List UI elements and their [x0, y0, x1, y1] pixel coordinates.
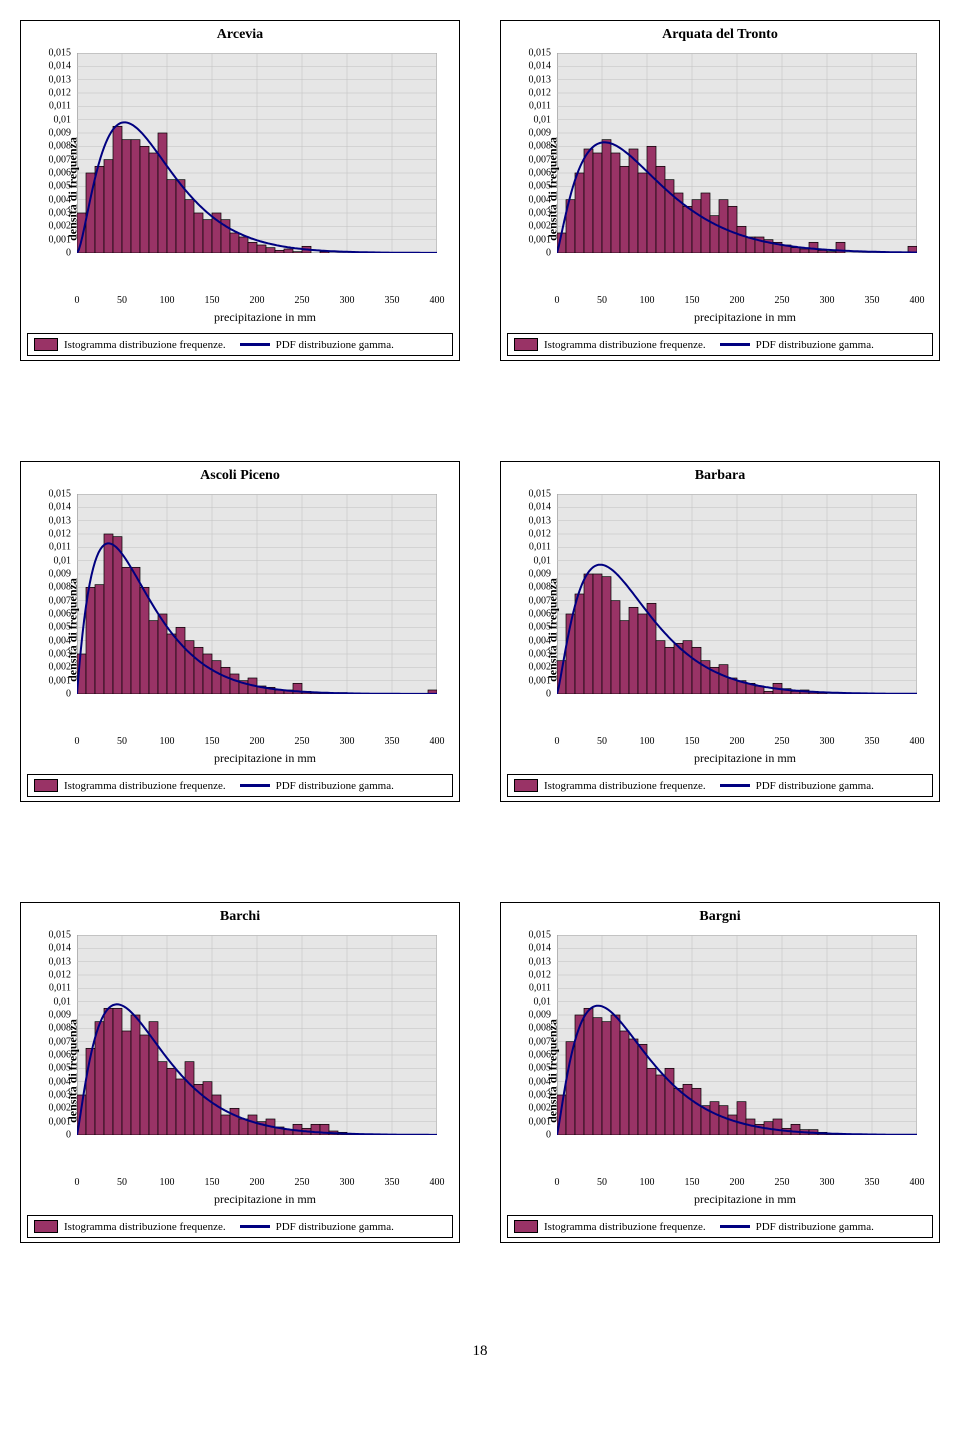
chart-plot [557, 935, 917, 1135]
legend-label-pdf: PDF distribuzione gamma. [276, 1221, 394, 1233]
chart-row: Arcevia densità di frequenza 00,0010,002… [20, 20, 940, 361]
chart-panel: Barchi densità di frequenza 00,0010,0020… [20, 902, 460, 1243]
legend-swatch-bar [514, 338, 538, 351]
legend-swatch-line [720, 343, 750, 346]
legend: Istogramma distribuzione frequenze. PDF … [507, 1215, 933, 1238]
y-tick-labels: 00,0010,0020,0030,0040,0050,0060,0070,00… [27, 935, 73, 1135]
legend-swatch-line [240, 1225, 270, 1228]
chart-plot [557, 53, 917, 253]
legend-label-histogram: Istogramma distribuzione frequenze. [64, 339, 226, 351]
legend-swatch-bar [34, 1220, 58, 1233]
chart-plot [77, 494, 437, 694]
chart-title: Bargni [507, 909, 933, 925]
y-tick-labels: 00,0010,0020,0030,0040,0050,0060,0070,00… [507, 53, 553, 253]
legend-swatch-line [720, 784, 750, 787]
chart-title: Ascoli Piceno [27, 468, 453, 484]
legend-swatch-line [240, 343, 270, 346]
chart-panel: Bargni densità di frequenza 00,0010,0020… [500, 902, 940, 1243]
legend-label-histogram: Istogramma distribuzione frequenze. [544, 780, 706, 792]
chart-title: Arquata del Tronto [507, 27, 933, 43]
x-axis-label: precipitazione in mm [557, 310, 933, 325]
y-tick-labels: 00,0010,0020,0030,0040,0050,0060,0070,00… [507, 935, 553, 1135]
x-tick-labels: 050100150200250300350400 [557, 1177, 917, 1191]
legend-label-pdf: PDF distribuzione gamma. [756, 1221, 874, 1233]
x-axis-label: precipitazione in mm [557, 751, 933, 766]
chart-row: Barchi densità di frequenza 00,0010,0020… [20, 902, 940, 1243]
y-tick-labels: 00,0010,0020,0030,0040,0050,0060,0070,00… [27, 494, 73, 694]
legend: Istogramma distribuzione frequenze. PDF … [27, 774, 453, 797]
legend-swatch-bar [34, 338, 58, 351]
legend-swatch-bar [514, 1220, 538, 1233]
y-tick-labels: 00,0010,0020,0030,0040,0050,0060,0070,00… [27, 53, 73, 253]
x-axis-label: precipitazione in mm [77, 1192, 453, 1207]
legend-label-histogram: Istogramma distribuzione frequenze. [64, 1221, 226, 1233]
legend: Istogramma distribuzione frequenze. PDF … [27, 333, 453, 356]
chart-plot [557, 494, 917, 694]
chart-panel: Barbara densità di frequenza 00,0010,002… [500, 461, 940, 802]
legend-label-pdf: PDF distribuzione gamma. [276, 780, 394, 792]
page-number: 18 [20, 1343, 940, 1360]
x-tick-labels: 050100150200250300350400 [77, 736, 437, 750]
chart-title: Arcevia [27, 27, 453, 43]
chart-title: Barbara [507, 468, 933, 484]
chart-title: Barchi [27, 909, 453, 925]
legend-label-pdf: PDF distribuzione gamma. [276, 339, 394, 351]
legend-label-pdf: PDF distribuzione gamma. [756, 780, 874, 792]
x-tick-labels: 050100150200250300350400 [77, 1177, 437, 1191]
legend-label-histogram: Istogramma distribuzione frequenze. [64, 780, 226, 792]
x-tick-labels: 050100150200250300350400 [77, 295, 437, 309]
chart-plot [77, 53, 437, 253]
legend-label-histogram: Istogramma distribuzione frequenze. [544, 1221, 706, 1233]
legend: Istogramma distribuzione frequenze. PDF … [27, 1215, 453, 1238]
chart-panel: Ascoli Piceno densità di frequenza 00,00… [20, 461, 460, 802]
legend-label-pdf: PDF distribuzione gamma. [756, 339, 874, 351]
x-axis-label: precipitazione in mm [557, 1192, 933, 1207]
legend: Istogramma distribuzione frequenze. PDF … [507, 774, 933, 797]
chart-plot [77, 935, 437, 1135]
legend-swatch-line [240, 784, 270, 787]
chart-panel: Arcevia densità di frequenza 00,0010,002… [20, 20, 460, 361]
x-tick-labels: 050100150200250300350400 [557, 295, 917, 309]
legend-swatch-line [720, 1225, 750, 1228]
legend-swatch-bar [514, 779, 538, 792]
chart-panel: Arquata del Tronto densità di frequenza … [500, 20, 940, 361]
legend-swatch-bar [34, 779, 58, 792]
legend: Istogramma distribuzione frequenze. PDF … [507, 333, 933, 356]
x-axis-label: precipitazione in mm [77, 310, 453, 325]
y-tick-labels: 00,0010,0020,0030,0040,0050,0060,0070,00… [507, 494, 553, 694]
chart-row: Ascoli Piceno densità di frequenza 00,00… [20, 461, 940, 802]
legend-label-histogram: Istogramma distribuzione frequenze. [544, 339, 706, 351]
x-tick-labels: 050100150200250300350400 [557, 736, 917, 750]
x-axis-label: precipitazione in mm [77, 751, 453, 766]
